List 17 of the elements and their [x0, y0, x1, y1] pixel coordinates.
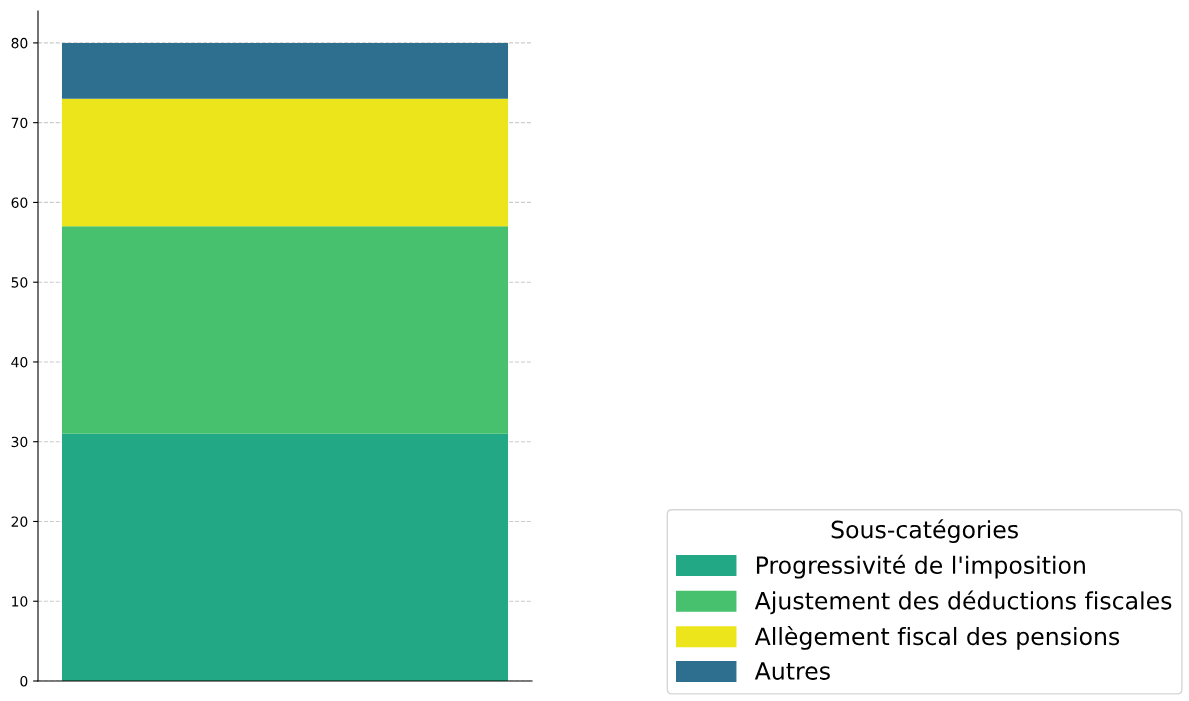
- y-tick-label: 10: [12, 596, 28, 607]
- y-tick-label: 70: [11, 117, 28, 129]
- legend-label: Ajustement des déductions fiscales: [754, 590, 1172, 615]
- y-tick-label: 30: [11, 436, 28, 448]
- bar: [61, 42, 509, 99]
- bar: [61, 98, 509, 227]
- legend-label: Autres: [754, 662, 830, 680]
- legend-title: Sous-catégories: [831, 519, 1018, 544]
- y-tick-label: 80: [11, 37, 28, 49]
- y-tick-label: 20: [11, 516, 28, 527]
- legend-label: Allègement fiscal des pensions: [754, 626, 1120, 650]
- y-tick-label: 60: [11, 197, 28, 208]
- bar: [61, 226, 509, 434]
- y-tick-label: 50: [11, 277, 28, 288]
- y-tick-label: 0: [20, 675, 28, 687]
- legend-label: Progressivité de l'imposition: [756, 554, 1085, 579]
- y-tick-label: 40: [11, 356, 28, 368]
